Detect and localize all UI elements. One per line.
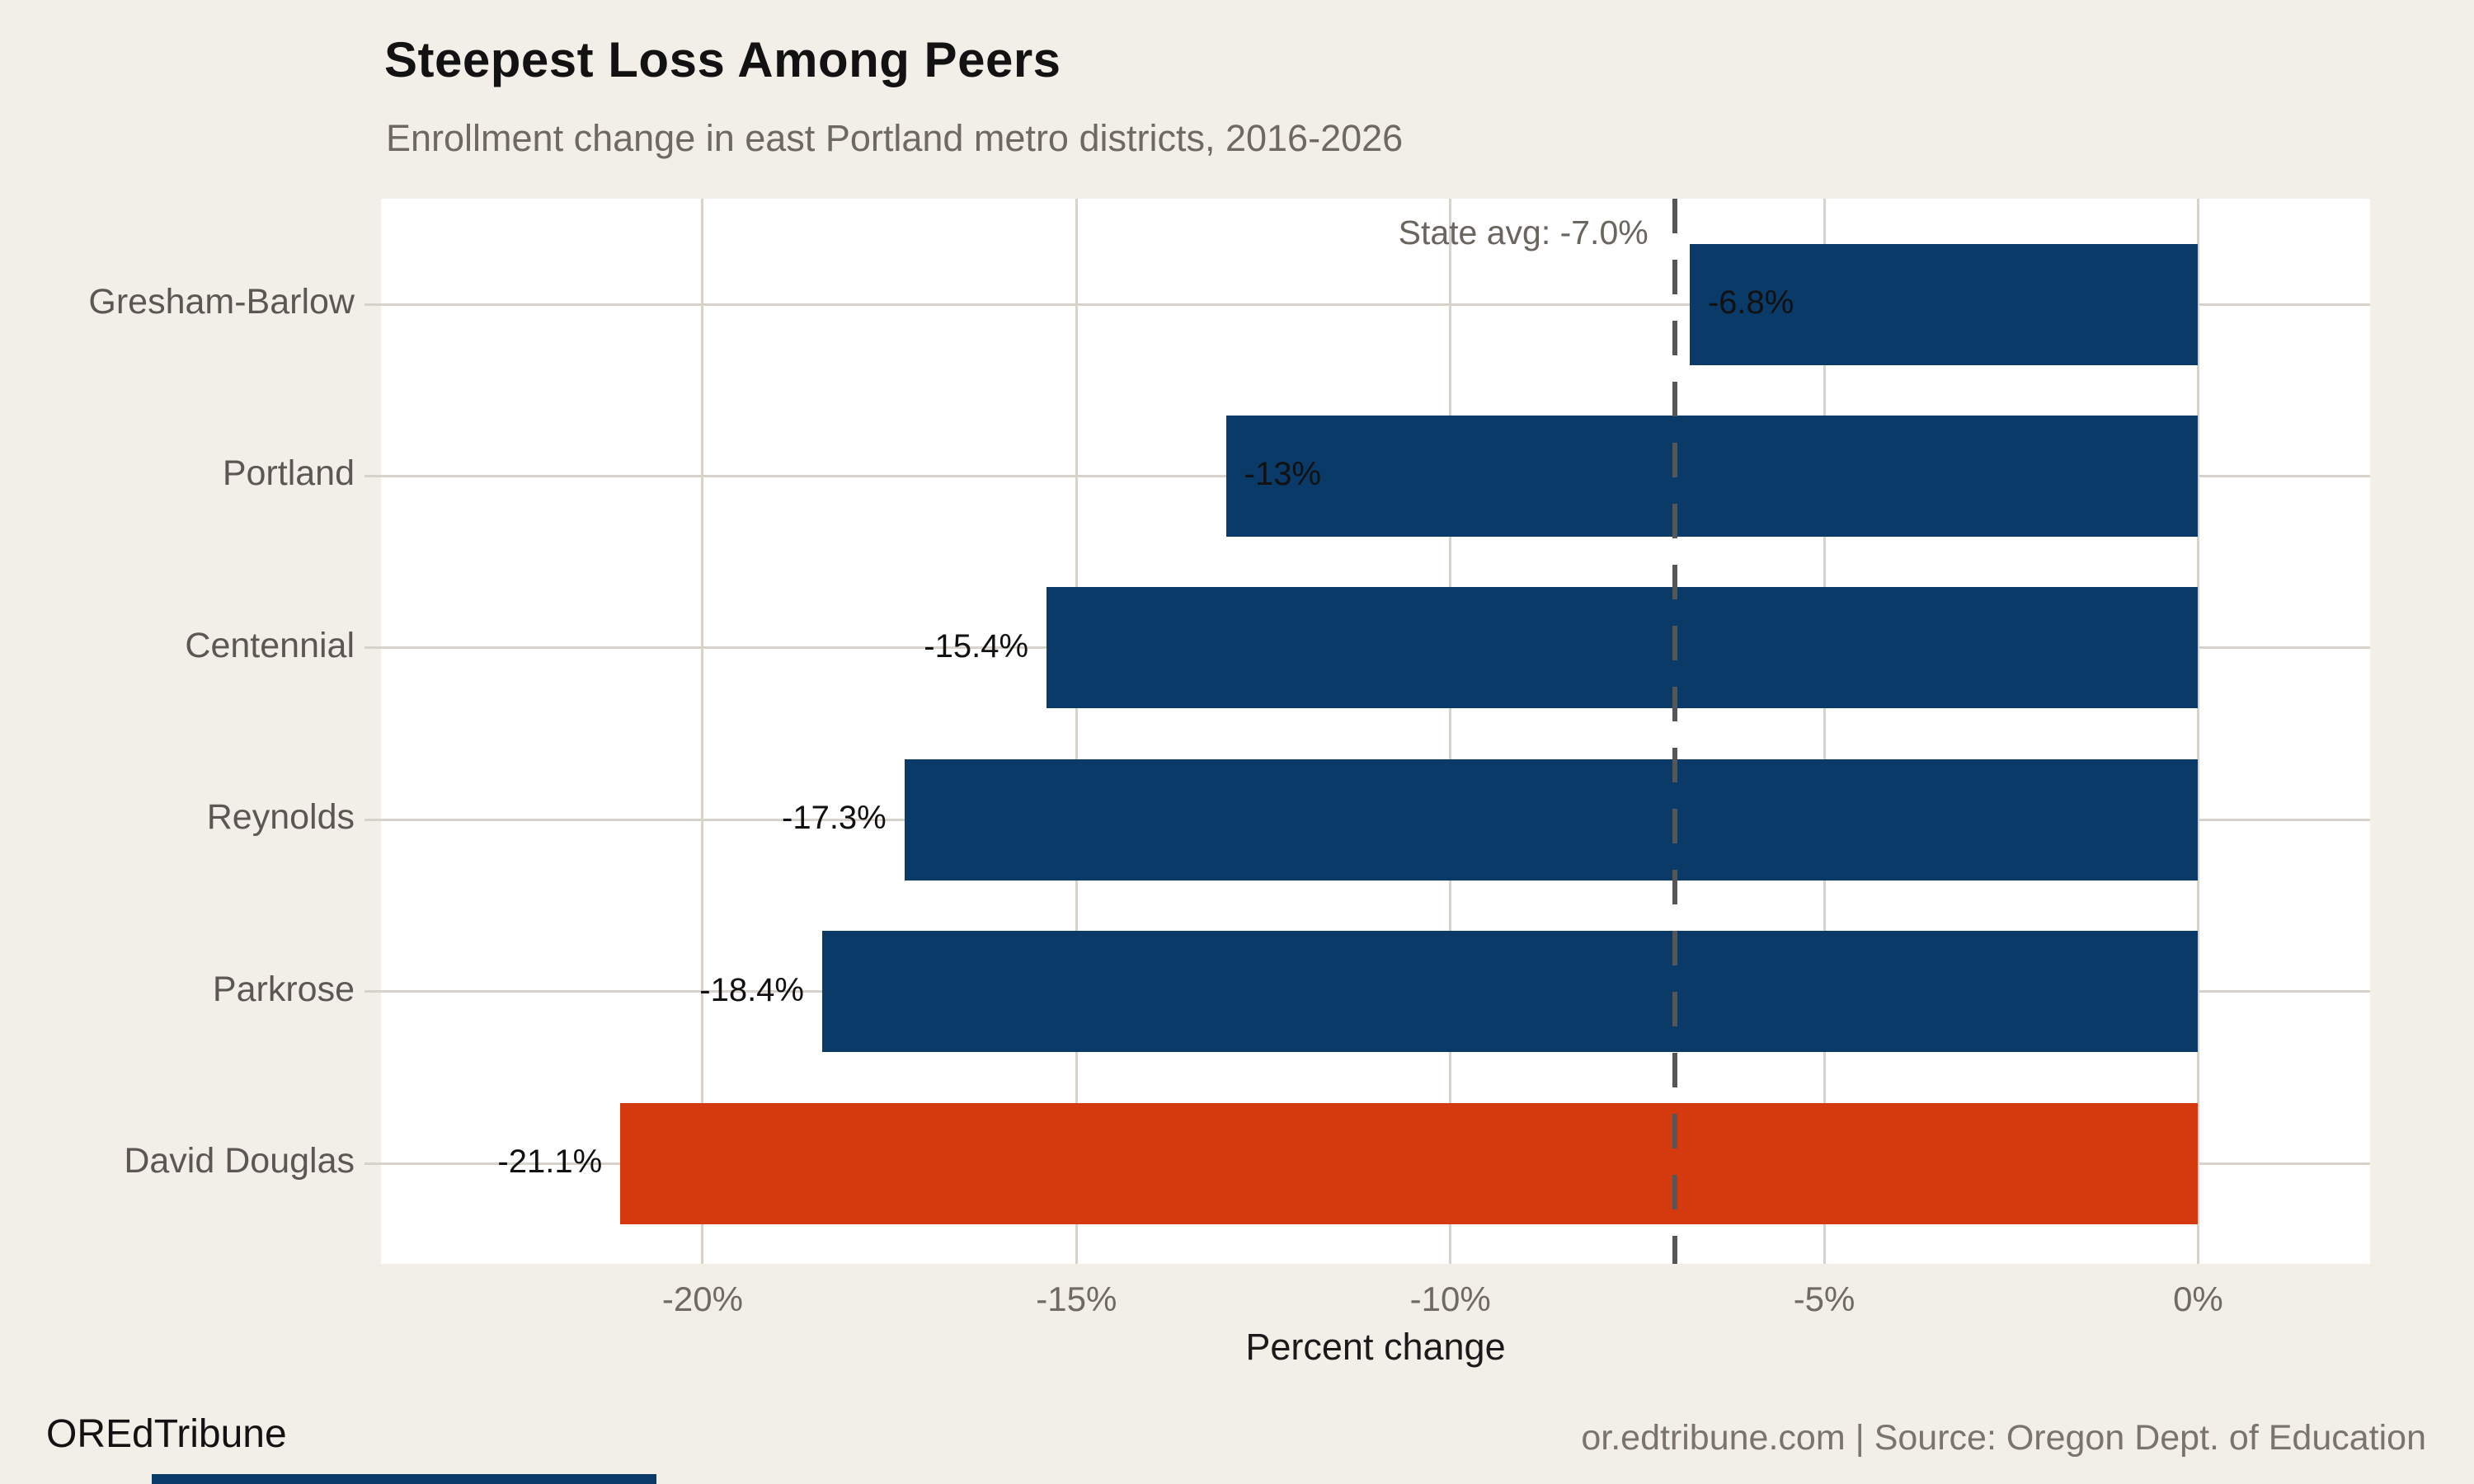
y-axis-label-portland: Portland [222, 453, 355, 494]
bar-value-label: -18.4% [699, 971, 804, 1008]
y-axis-tick [365, 1162, 381, 1165]
y-axis-tick [365, 990, 381, 993]
v-gridline [1449, 199, 1452, 1264]
accent-strip [152, 1474, 656, 1484]
y-axis-tick [365, 818, 381, 821]
footer-logo: OREdTribune [46, 1412, 287, 1456]
y-axis-label-reynolds: Reynolds [206, 797, 355, 838]
bar-parkrose [821, 931, 2199, 1053]
bar-david-douglas [620, 1102, 2199, 1224]
x-tick-label: -20% [661, 1280, 743, 1318]
y-axis-label-david-douglas: David Douglas [124, 1141, 355, 1181]
y-axis-tick [365, 646, 381, 650]
x-tick-label: -10% [1409, 1280, 1491, 1318]
bar-value-label: -13% [1244, 456, 1322, 493]
bar-gresham-barlow [1689, 243, 2199, 365]
y-axis-tick [365, 303, 381, 306]
reference-line-label: State avg: -7.0% [1398, 214, 1649, 251]
y-axis-tick [365, 474, 381, 477]
bar-portland [1225, 415, 2199, 537]
h-gridline [381, 303, 2370, 306]
chart-subtitle: Enrollment change in east Portland metro… [386, 117, 1404, 159]
x-tick-label: -15% [1036, 1280, 1117, 1318]
bar-centennial [1047, 587, 2199, 709]
y-axis-label-gresham-barlow: Gresham-Barlow [88, 282, 355, 322]
bar-reynolds [904, 758, 2199, 881]
bar-value-label: -6.8% [1707, 284, 1794, 321]
chart-title: Steepest Loss Among Peers [384, 32, 1061, 87]
v-gridline [1823, 199, 1826, 1264]
bar-value-label: -15.4% [924, 627, 1029, 665]
bar-value-label: -17.3% [782, 800, 887, 837]
y-axis-label-parkrose: Parkrose [212, 969, 355, 1009]
v-gridline [2196, 199, 2199, 1264]
reference-line [1672, 199, 1677, 1264]
v-gridline [1075, 199, 1078, 1264]
x-tick-label: 0% [2173, 1280, 2223, 1318]
plot-area: -6.8% -13% -15.4% -17.3% -18.4% -21.1% State a… [381, 199, 2370, 1264]
y-axis-label-centennial: Centennial [185, 625, 355, 665]
x-axis-label: Percent change [1245, 1326, 1506, 1368]
bar-value-label: -21.1% [497, 1144, 603, 1180]
x-tick-label: -5% [1793, 1280, 1856, 1318]
footer-source: or.edtribune.com | Source: Oregon Dept. … [1581, 1418, 2426, 1458]
v-gridline [701, 199, 704, 1264]
